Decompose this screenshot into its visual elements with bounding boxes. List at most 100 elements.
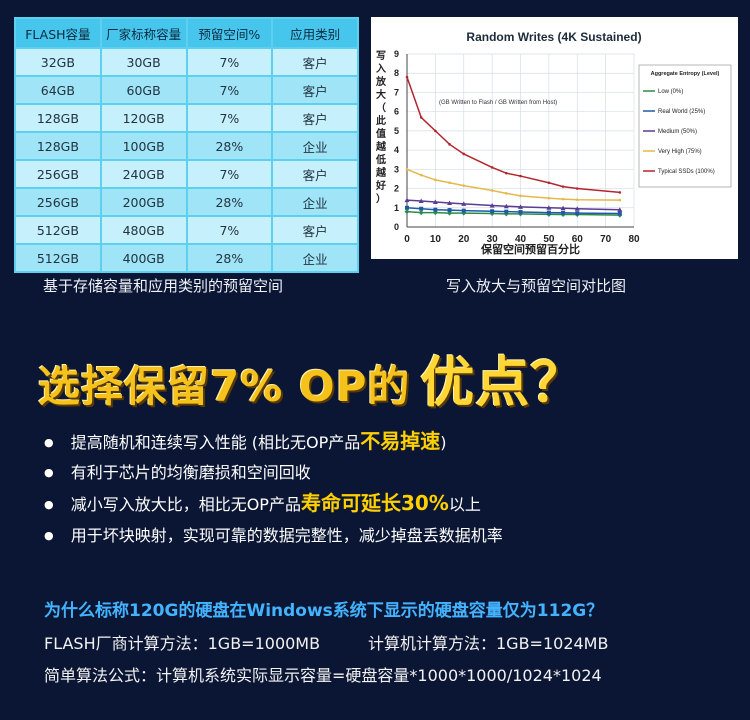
table-cell: 客户	[273, 77, 357, 103]
write-amplification-chart: Random Writes (4K Sustained) 0 1 2 3 4 5 6 7 8 9 0 1…	[371, 17, 738, 259]
table-cell: 7%	[187, 217, 272, 243]
benefit-text: 提高随机和连续写入性能 (相比无OP产品	[70, 433, 361, 452]
data-point	[405, 168, 409, 171]
y-tick-label: 4	[394, 145, 399, 155]
benefit-text: 有利于芯片的均衡磨损和空间回收	[70, 463, 311, 482]
data-point	[575, 187, 579, 190]
y-axis-label-char: 入	[376, 63, 386, 75]
table-row: 512GB 480GB 7% 客户	[16, 217, 357, 243]
flash-calc-method: FLASH厂商计算方法：1GB=1000MB	[44, 634, 321, 653]
x-tick-label: 50	[543, 234, 555, 245]
legend-entry: Very High (75%)	[658, 149, 702, 155]
benefit-text: 减小写入放大比，相比无OP产品	[70, 495, 301, 514]
data-point	[419, 116, 423, 119]
y-axis-label-char: 大	[376, 88, 386, 101]
benefit-text-end: )	[440, 433, 447, 452]
header-vendor-capacity: 厂家标称容量	[101, 19, 186, 47]
legend-entry: Typical SSDs (100%)	[658, 169, 715, 175]
table-row: 128GB 100GB 28% 企业	[16, 133, 357, 159]
table-cell: 28%	[187, 189, 272, 215]
data-point	[503, 203, 509, 209]
data-point	[418, 210, 424, 216]
table-cell: 企业	[273, 133, 357, 159]
x-tick-label: 20	[458, 234, 470, 245]
table-header-row: FLASH容量 厂家标称容量 预留空间% 应用类别	[16, 19, 357, 47]
y-axis-label-char: （	[376, 101, 386, 114]
data-point	[405, 205, 409, 210]
header-flash-capacity: FLASH容量	[16, 19, 100, 47]
data-point	[518, 210, 523, 215]
data-point	[518, 204, 523, 209]
table-row: 256GB 200GB 28% 企业	[16, 189, 357, 215]
table-cell: 7%	[187, 49, 272, 75]
table-cell: 7%	[187, 77, 272, 103]
table-row: 256GB 240GB 7% 客户	[16, 161, 357, 187]
data-point	[490, 166, 494, 169]
headline: 选择保留7% OP的 优点？	[38, 338, 585, 414]
y-axis-label-char: 放	[375, 75, 387, 88]
data-point	[419, 173, 423, 177]
legend-title: Aggregate Entropy (Level)	[651, 71, 720, 77]
data-point	[547, 181, 551, 185]
data-point	[574, 206, 580, 211]
table-caption: 基于存储容量和应用类别的预留空间	[43, 277, 284, 295]
table-cell: 60GB	[101, 77, 186, 103]
chart-annotation: (GB Written to Flash / GB Written from H…	[439, 100, 557, 106]
benefit-highlight: 不易掉速	[360, 429, 441, 453]
x-axis-label: 保留空间预留百分比	[480, 242, 580, 256]
benefit-item: 有利于芯片的均衡磨损和空间回收	[44, 459, 311, 483]
data-point	[418, 198, 424, 204]
data-point	[561, 210, 566, 215]
table-cell: 128GB	[16, 105, 100, 131]
chart-caption: 写入放大与预留空间对比图	[446, 277, 627, 295]
data-point	[461, 201, 467, 206]
data-point	[432, 199, 438, 205]
op-capacity-table: FLASH容量 厂家标称容量 预留空间% 应用类别 32GB 30GB 7% 客户 6…	[14, 17, 359, 273]
data-point	[519, 174, 522, 178]
series-line	[406, 199, 620, 211]
benefit-item: 用于坏块映射，实现可靠的数据完整性，减少掉盘丢数据机率	[44, 522, 503, 546]
data-point	[419, 206, 424, 211]
legend-entry: Medium (50%)	[658, 129, 697, 135]
data-point	[448, 181, 451, 185]
chart-title: Random Writes (4K Sustained)	[466, 30, 641, 44]
data-point	[447, 200, 453, 205]
capacity-question: 为什么标称120G的硬盘在Windows系统下显示的硬盘容量仅为112G？	[44, 601, 604, 621]
benefit-item: 提高随机和连续写入性能 (相比无OP产品不易掉速)	[44, 425, 447, 454]
table-cell: 512GB	[16, 217, 100, 243]
table-cell: 480GB	[101, 217, 186, 243]
data-point	[560, 205, 566, 211]
table-cell: 256GB	[16, 189, 100, 215]
benefit-item: 减小写入放大比，相比无OP产品寿命可延长30%以上	[44, 487, 481, 516]
y-tick-label: 7	[394, 87, 399, 97]
table-cell: 客户	[273, 161, 357, 187]
data-point	[434, 178, 437, 182]
table-cell: 32GB	[16, 49, 100, 75]
header-reserved-percent: 预留空间%	[187, 19, 272, 47]
data-point	[404, 197, 410, 203]
table-cell: 客户	[273, 49, 357, 75]
table-row: 512GB 400GB 28% 企业	[16, 245, 357, 271]
y-axis-label-char: 低	[375, 153, 386, 166]
y-axis-label-char: 越	[375, 140, 387, 153]
y-axis-label-char: 越	[375, 166, 387, 179]
benefit-text-end: 以上	[448, 495, 481, 514]
y-axis-label-char: 值	[376, 127, 386, 140]
legend-entry: Low (0%)	[658, 89, 683, 95]
table-row: 32GB 30GB 7% 客户	[16, 49, 357, 75]
data-point	[546, 210, 551, 215]
table-cell: 128GB	[16, 133, 100, 159]
y-tick-label: 2	[394, 184, 399, 194]
table-cell: 7%	[187, 105, 272, 131]
table-cell: 28%	[187, 133, 272, 159]
data-point	[575, 211, 580, 216]
table-cell: 256GB	[16, 161, 100, 187]
capacity-formula: 简单算法公式：计算机系统实际显示容量=硬盘容量*1000*1000/1024*1…	[44, 666, 602, 685]
x-tick-label: 10	[430, 234, 442, 245]
data-point	[546, 205, 552, 210]
series-line	[406, 168, 620, 201]
data-point	[617, 211, 622, 216]
y-tick-label: 3	[394, 164, 399, 174]
benefit-highlight: 寿命可延长30%	[300, 491, 449, 515]
series-line	[406, 76, 620, 194]
